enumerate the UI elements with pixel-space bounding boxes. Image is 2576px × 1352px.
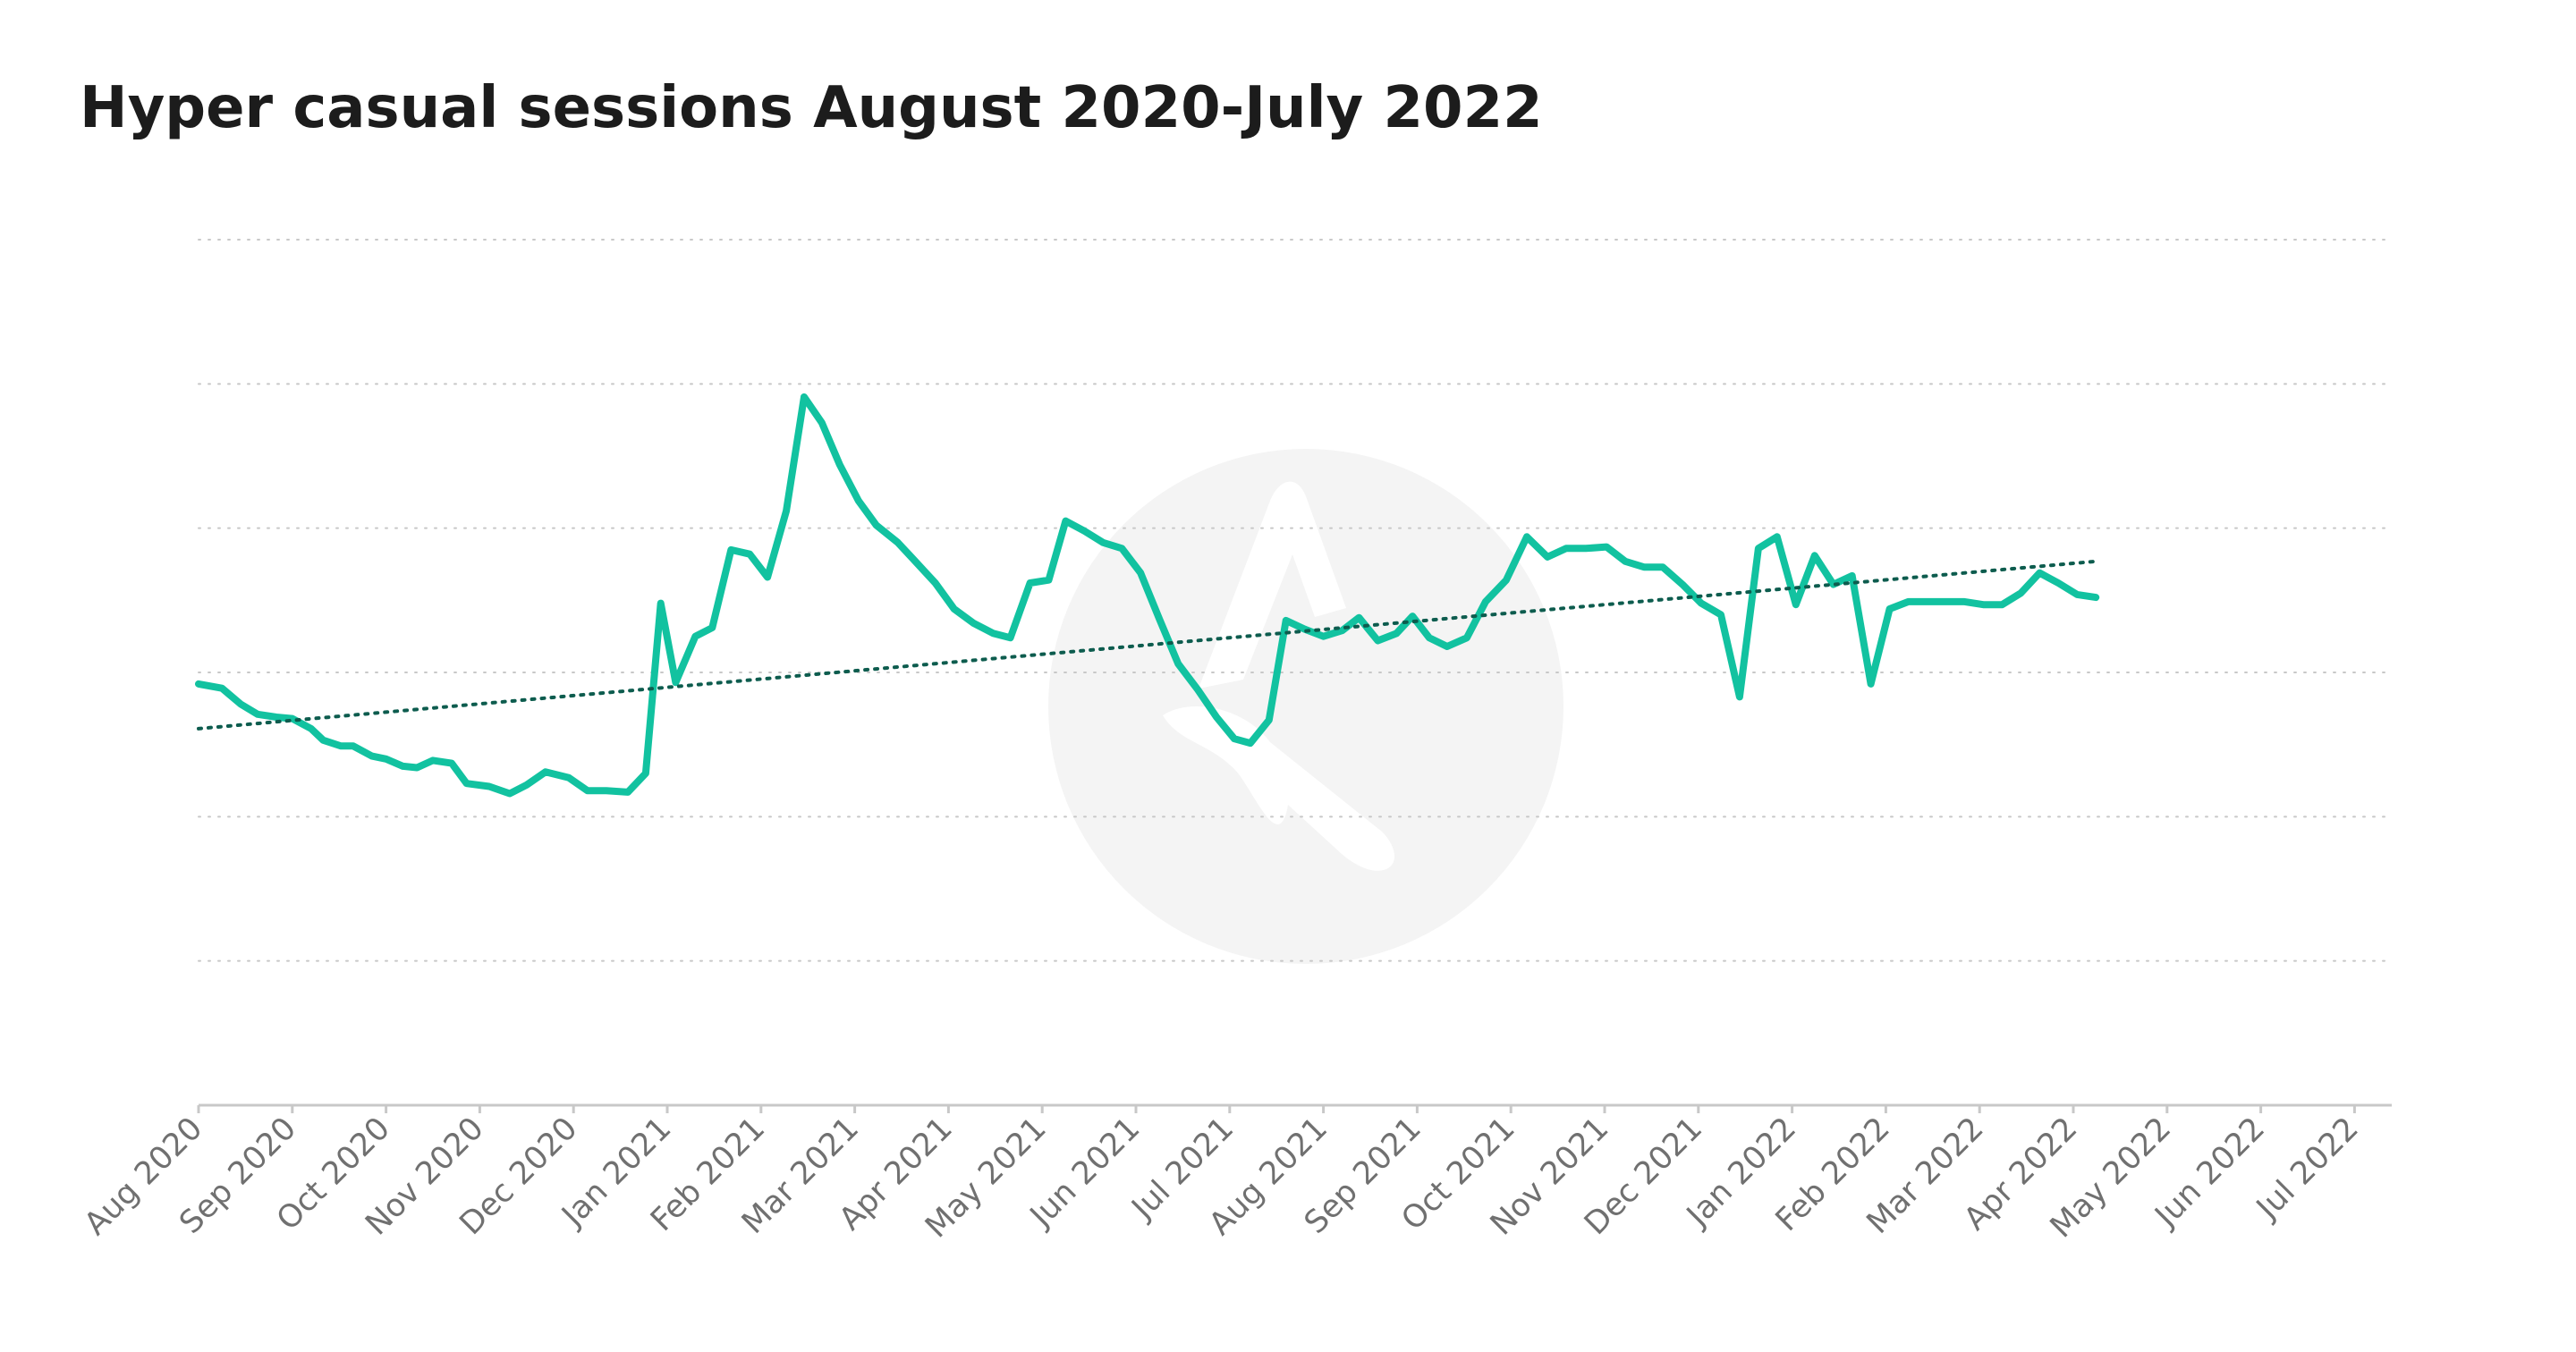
sessions-series-line xyxy=(195,393,2100,798)
trend-line xyxy=(197,559,2098,731)
x-tick-label: Jul 2022 xyxy=(2249,1111,2365,1227)
watermark-logo xyxy=(1048,449,1563,964)
chart-title: Hyper casual sessions August 2020-July 2… xyxy=(80,75,1543,141)
watermark-glyph xyxy=(1163,481,1395,871)
gridlines xyxy=(198,239,2393,962)
series-layer xyxy=(195,393,2100,798)
watermark-circle xyxy=(1048,449,1563,964)
